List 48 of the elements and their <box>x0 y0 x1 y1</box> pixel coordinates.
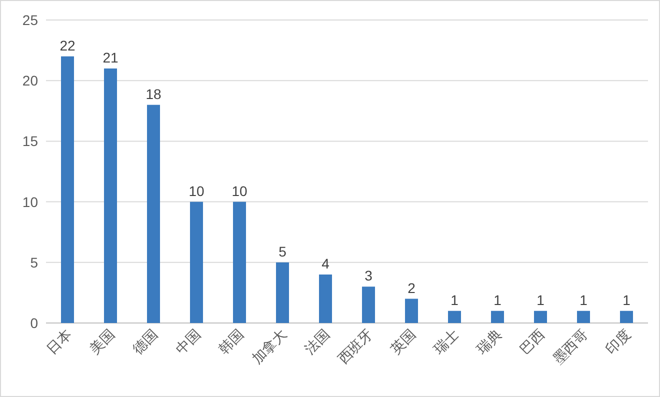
data-label: 1 <box>622 292 631 308</box>
x-tick-label: 英国 <box>388 326 419 357</box>
data-label: 1 <box>580 292 588 308</box>
data-label: 1 <box>494 292 502 308</box>
x-tick-label: 西班牙 <box>334 326 376 367</box>
bar <box>147 104 160 323</box>
bar <box>190 202 203 323</box>
data-label: 21 <box>102 49 118 66</box>
y-tick-label: 10 <box>22 194 38 210</box>
y-tick-label: 5 <box>30 254 38 270</box>
x-tick-label: 韩国 <box>216 326 247 357</box>
data-label: 5 <box>278 243 287 260</box>
bar <box>362 286 375 323</box>
bar <box>534 310 547 323</box>
x-tick-label: 德国 <box>130 326 161 357</box>
y-tick-label: 25 <box>22 12 38 28</box>
bar <box>104 68 117 323</box>
x-tick-label: 瑞典 <box>474 326 505 357</box>
data-label: 2 <box>408 280 416 296</box>
bar <box>61 56 74 323</box>
bar <box>448 310 461 323</box>
x-tick-label: 日本 <box>44 326 75 357</box>
y-tick-label: 0 <box>30 315 38 331</box>
bar <box>319 274 332 323</box>
data-label: 1 <box>450 292 459 308</box>
x-tick-label: 瑞士 <box>430 326 462 357</box>
data-label: 1 <box>536 292 545 308</box>
x-tick-label: 中国 <box>172 326 204 357</box>
data-label: 10 <box>188 182 204 199</box>
data-label: 18 <box>146 86 162 102</box>
bar <box>620 310 633 323</box>
x-tick-label: 加拿大 <box>248 326 290 367</box>
data-label: 10 <box>232 182 248 199</box>
x-tick-label: 法国 <box>302 326 333 357</box>
x-tick-label: 巴西 <box>516 326 548 357</box>
x-tick-label: 墨西哥 <box>550 326 591 367</box>
data-label: 3 <box>364 268 373 284</box>
bar <box>405 298 418 323</box>
x-tick-label: 美国 <box>86 326 118 357</box>
y-tick-label: 15 <box>22 133 38 150</box>
bar <box>276 262 289 323</box>
data-label: 22 <box>60 37 76 54</box>
y-tick-label: 20 <box>22 72 38 89</box>
bar <box>491 310 504 323</box>
data-label: 4 <box>322 256 330 272</box>
x-tick-label: 印度 <box>602 326 634 357</box>
bar <box>233 202 246 323</box>
bar <box>577 310 590 323</box>
